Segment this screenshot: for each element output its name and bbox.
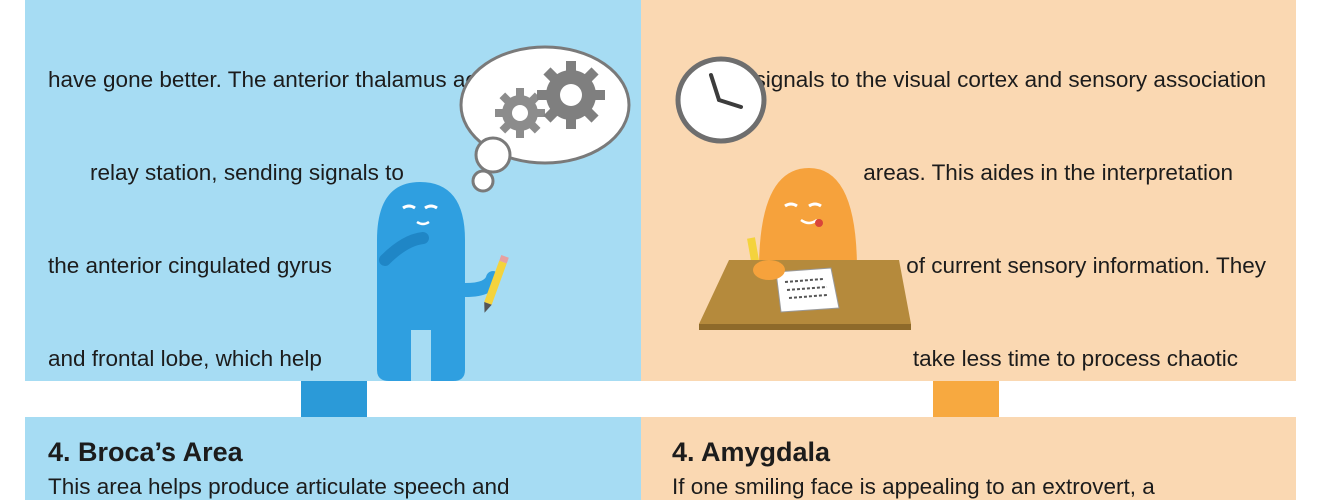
extrovert-panel: signals to the visual cortex and sensory… <box>641 0 1296 381</box>
text-line: take less time to process chaotic <box>912 346 1238 371</box>
section-heading: 4. Amygdala <box>672 437 831 467</box>
section-heading: 4. Broca’s Area <box>48 437 243 467</box>
brocas-area-panel: 4. Broca’s Area This area helps produce … <box>25 417 641 500</box>
section-text: This area helps produce articulate speec… <box>48 474 510 499</box>
orange-extrovert-character-at-desk <box>699 168 911 330</box>
blue-section-marker <box>301 381 367 417</box>
thought-bubble-gears-illustration <box>459 45 631 193</box>
text-line: relay station, sending signals to <box>90 160 404 185</box>
extrovert-text: signals to the visual cortex and sensory… <box>754 2 1266 381</box>
orange-section-marker <box>933 381 999 417</box>
text-line: the anterior cingulated gyrus <box>48 253 332 278</box>
text-line: and frontal lobe, which help <box>48 346 322 371</box>
introvert-panel: have gone better. The anterior thalamus … <box>25 0 641 381</box>
text-line: signals to the visual cortex and sensory… <box>754 67 1266 92</box>
small-gear-icon <box>495 88 545 138</box>
text-line: areas. This aides in the interpretation <box>863 160 1233 185</box>
large-gear-icon <box>537 61 605 129</box>
section-text: If one smiling face is appealing to an e… <box>672 474 1155 499</box>
pencil-icon <box>484 254 509 313</box>
amygdala-panel: 4. Amygdala If one smiling face is appea… <box>641 417 1296 500</box>
text-line: of current sensory information. They <box>906 253 1266 278</box>
clock-icon <box>675 56 767 144</box>
blue-introvert-character <box>377 182 509 381</box>
